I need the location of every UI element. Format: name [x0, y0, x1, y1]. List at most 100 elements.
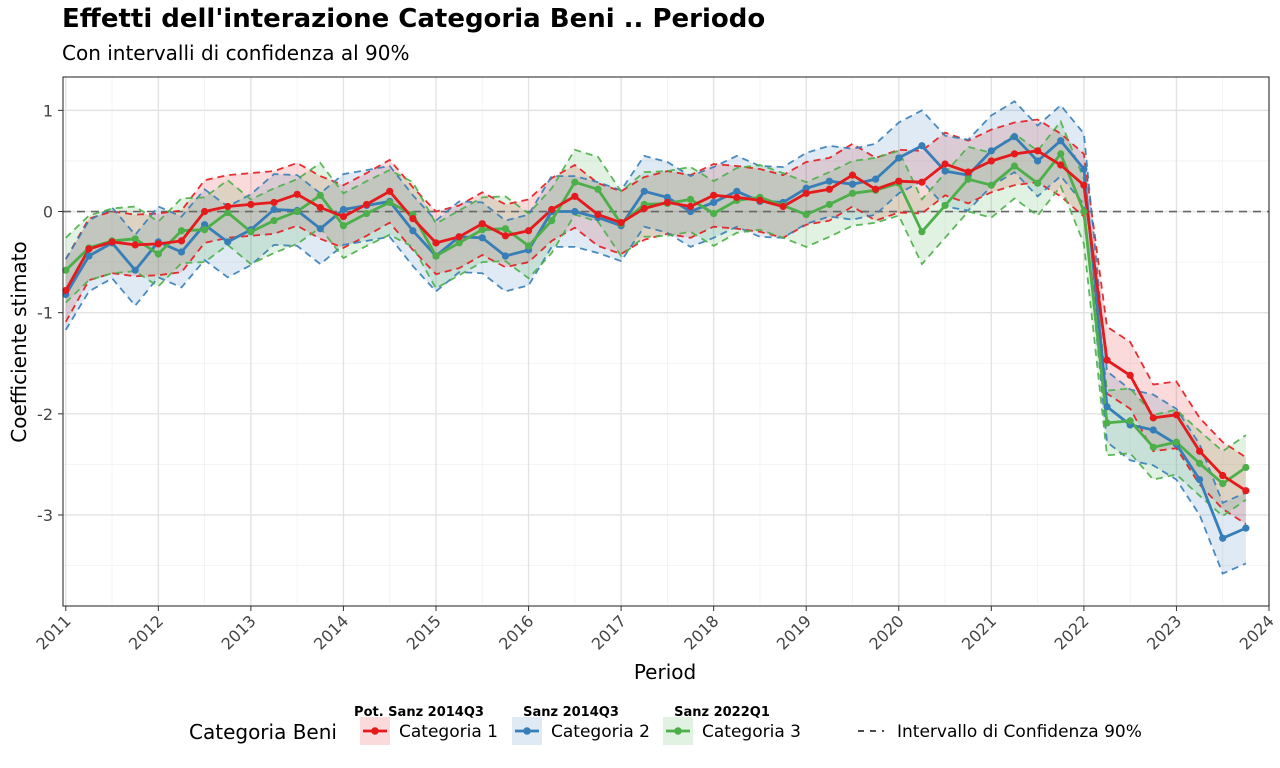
- data-point-series-3: [224, 208, 232, 217]
- data-point-series-3: [1034, 179, 1042, 187]
- data-point-series-3: [1010, 162, 1019, 170]
- data-point-series-2: [895, 154, 903, 162]
- data-point-series-2: [316, 225, 324, 233]
- data-point-series-2: [201, 221, 209, 229]
- data-point-series-3: [316, 191, 324, 199]
- data-point-series-2: [872, 175, 880, 183]
- x-tick-label: 2024: [1236, 611, 1278, 653]
- data-point-series-2: [131, 266, 139, 274]
- data-point-series-1: [686, 202, 695, 211]
- series-line-1: [64, 149, 1247, 492]
- confidence-lower-line-2: [65, 170, 1247, 575]
- data-point-series-2: [733, 187, 741, 195]
- data-point-series-2: [571, 207, 579, 216]
- data-point-series-1: [432, 239, 440, 247]
- data-point-series-2: [501, 252, 510, 260]
- series-lines: [64, 135, 1247, 540]
- data-point-series-3: [501, 225, 510, 233]
- data-point-series-1: [802, 189, 810, 197]
- data-point-series-3: [362, 209, 371, 218]
- y-tick-label: 0: [43, 203, 53, 222]
- data-point-series-3: [293, 207, 301, 216]
- data-point-series-1: [270, 198, 278, 207]
- data-point-series-2: [686, 207, 695, 216]
- y-tick-label: -2: [37, 405, 53, 424]
- data-point-series-3: [177, 227, 186, 235]
- legend-key-point-2: [523, 727, 531, 735]
- data-point-series-1: [571, 192, 579, 200]
- data-point-series-3: [941, 201, 949, 210]
- legend-key-point-3: [674, 727, 682, 735]
- x-tick-label: 2012: [125, 611, 167, 653]
- data-point-series-1: [339, 212, 348, 221]
- x-tick-label: 2014: [310, 611, 352, 653]
- data-point-series-1: [1034, 147, 1042, 155]
- data-point-series-2: [825, 177, 833, 185]
- data-point-series-1: [941, 160, 949, 168]
- data-point-series-3: [201, 226, 209, 234]
- data-point-series-3: [455, 239, 463, 247]
- data-point-series-2: [1080, 165, 1088, 173]
- legend-title: Categoria Beni: [189, 720, 337, 744]
- data-point-series-1: [293, 190, 301, 198]
- data-point-series-3: [432, 252, 440, 260]
- data-point-series-3: [1126, 417, 1134, 425]
- data-point-series-1: [177, 237, 186, 245]
- data-point-series-1: [1149, 414, 1157, 422]
- data-point-series-1: [1057, 161, 1065, 169]
- data-point-series-2: [409, 227, 417, 235]
- data-point-series-1: [964, 168, 972, 176]
- data-point-series-3: [964, 175, 972, 183]
- grid-layer: [63, 77, 1270, 606]
- data-point-series-2: [802, 184, 810, 192]
- data-point-series-1: [987, 157, 995, 165]
- data-point-series-3: [62, 266, 70, 274]
- data-point-series-1: [201, 207, 209, 216]
- data-point-series-1: [409, 215, 417, 223]
- data-point-series-2: [848, 180, 857, 188]
- data-point-series-1: [62, 286, 70, 295]
- data-point-series-3: [154, 250, 162, 258]
- data-point-series-1: [455, 233, 463, 241]
- data-point-series-2: [224, 238, 232, 246]
- data-point-series-1: [733, 193, 741, 201]
- series-points: [62, 133, 1250, 542]
- data-point-series-3: [548, 217, 556, 225]
- data-point-series-1: [362, 200, 371, 209]
- data-point-series-3: [270, 217, 278, 225]
- data-point-series-1: [848, 171, 857, 179]
- data-point-series-1: [131, 241, 139, 249]
- data-point-series-3: [802, 210, 810, 219]
- data-point-series-1: [247, 200, 255, 209]
- confidence-upper-line-1: [65, 118, 1247, 459]
- x-tick-label: 2023: [1143, 611, 1185, 653]
- data-point-series-2: [270, 205, 278, 214]
- confidence-bands: [65, 101, 1246, 574]
- confidence-lines: [65, 100, 1247, 575]
- data-point-series-1: [756, 196, 764, 204]
- data-point-series-3: [848, 189, 857, 197]
- confidence-lower-line-3: [65, 184, 1247, 518]
- x-tick-label: 2022: [1050, 611, 1092, 653]
- data-point-series-1: [1195, 447, 1204, 455]
- panel-border: [62, 76, 1270, 607]
- data-point-series-2: [1034, 157, 1042, 165]
- series-line-3: [64, 152, 1247, 486]
- x-tick-label: 2018: [680, 611, 722, 653]
- y-tick-label: -3: [37, 506, 53, 525]
- x-tick-label: 2019: [773, 611, 815, 653]
- data-point-series-2: [1195, 475, 1204, 484]
- data-point-series-1: [594, 210, 602, 219]
- x-tick-label: 2011: [32, 611, 74, 653]
- legend-label-1: Categoria 1: [399, 722, 498, 742]
- data-point-series-2: [1010, 133, 1019, 141]
- y-axis-title: Coefficiente stimato: [7, 241, 31, 443]
- data-point-series-1: [1010, 150, 1019, 158]
- data-point-series-1: [1126, 371, 1134, 379]
- data-point-series-3: [918, 228, 926, 236]
- data-point-series-2: [177, 248, 186, 256]
- data-point-series-1: [85, 245, 93, 253]
- data-point-series-3: [1149, 443, 1157, 451]
- data-point-series-2: [1242, 524, 1250, 532]
- data-point-series-2: [1057, 137, 1065, 145]
